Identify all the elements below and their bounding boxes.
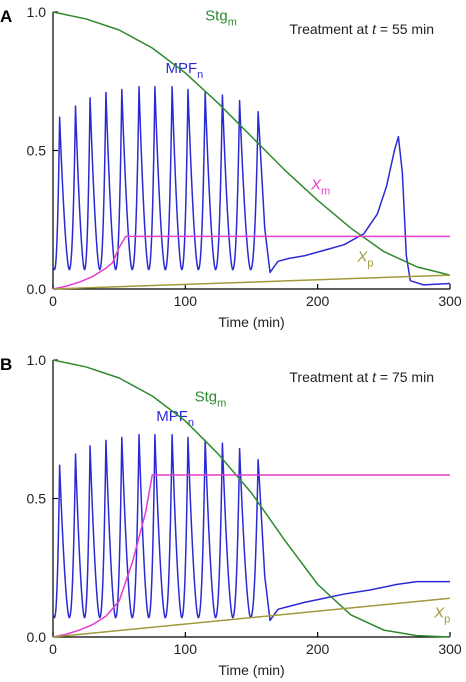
x-tick-label: 0: [49, 293, 57, 309]
treatment-annotation: Treatment at t = 75 min: [289, 369, 434, 385]
series-label: Stgm: [205, 7, 237, 28]
x-tick-label: 200: [306, 293, 330, 309]
y-tick-label: 0.0: [27, 281, 47, 297]
y-tick-label: 0.0: [27, 629, 47, 645]
series-label: Xp: [433, 605, 450, 626]
y-tick-label: 0.5: [27, 491, 47, 507]
x-tick-label: 300: [438, 641, 462, 657]
x-axis-title: Time (min): [218, 662, 284, 678]
series-label: Xm: [310, 176, 330, 197]
series-label: Stgm: [195, 389, 227, 410]
y-tick-label: 1.0: [27, 4, 47, 20]
y-tick-label: 1.0: [27, 352, 47, 368]
x-axis-title: Time (min): [218, 314, 284, 330]
y-tick-label: 0.5: [27, 143, 47, 159]
panel-b: B 0.0 0.5 1.0 0 100 200 300 Time (min) Treatment …: [0, 352, 462, 678]
x-tick-label: 200: [306, 641, 330, 657]
x-tick-label: 300: [438, 293, 462, 309]
series-label: MPFn: [156, 408, 194, 429]
series-label: Xp: [356, 248, 373, 269]
panel-a: A 0.0 0.5 1.0 0 100 200 300 Time (min) Treatment …: [0, 4, 462, 330]
panel-letter: A: [0, 7, 12, 26]
x-tick-label: 0: [49, 641, 57, 657]
treatment-annotation: Treatment at t = 55 min: [289, 21, 434, 37]
series-line-x-p: [53, 275, 450, 289]
x-tick-label: 100: [174, 293, 198, 309]
panel-letter: B: [0, 355, 12, 374]
x-tick-label: 100: [174, 641, 198, 657]
series-line-mpf-n: [53, 435, 450, 621]
